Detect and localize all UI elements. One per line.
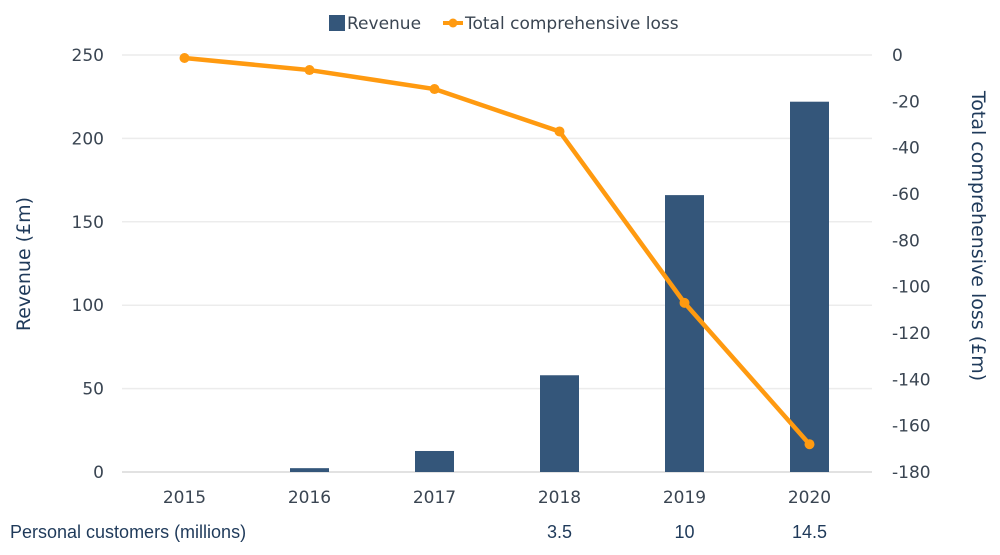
customers-value: 10 bbox=[674, 522, 695, 542]
right-tick-label: -100 bbox=[892, 278, 931, 298]
legend: Revenue Total comprehensive loss bbox=[329, 14, 679, 34]
revenue-bar bbox=[415, 450, 454, 472]
revenue-bar bbox=[540, 375, 579, 472]
right-tick-label: -20 bbox=[892, 92, 920, 112]
loss-point bbox=[179, 53, 190, 64]
right-tick-label: -40 bbox=[892, 139, 920, 159]
loss-point bbox=[429, 84, 440, 95]
left-tick-label: 200 bbox=[72, 129, 104, 149]
revenue-bars bbox=[290, 101, 829, 472]
x-tick-label: 2019 bbox=[663, 488, 706, 508]
left-axis-title: Revenue (£m) bbox=[13, 197, 35, 331]
right-tick-label: -180 bbox=[892, 463, 931, 483]
revenue-bar bbox=[790, 101, 829, 472]
customers-value: 3.5 bbox=[546, 522, 573, 542]
loss-point bbox=[554, 126, 565, 137]
right-tick-label: -80 bbox=[892, 231, 920, 251]
loss-line-path bbox=[182, 55, 812, 447]
right-tick-label: 0 bbox=[892, 46, 903, 66]
legend-revenue-swatch bbox=[329, 15, 345, 31]
customers-row-label: Personal customers (millions) bbox=[10, 522, 247, 542]
left-tick-label: 150 bbox=[72, 213, 104, 233]
loss-point bbox=[804, 439, 815, 450]
x-tick-label: 2017 bbox=[413, 488, 456, 508]
right-tick-label: -60 bbox=[892, 185, 920, 205]
left-tick-label: 100 bbox=[72, 296, 104, 316]
x-tick-label: 2020 bbox=[788, 488, 831, 508]
right-tick-label: -140 bbox=[892, 370, 931, 390]
legend-revenue-label: Revenue bbox=[347, 14, 421, 34]
left-tick-label: 0 bbox=[93, 463, 104, 483]
customers-value: 14.5 bbox=[791, 522, 828, 542]
x-tick-label: 2015 bbox=[163, 488, 206, 508]
x-tick-label: 2016 bbox=[288, 488, 331, 508]
revenue-bar bbox=[665, 195, 704, 472]
right-tick-label: -120 bbox=[892, 324, 931, 344]
revenue-bar bbox=[290, 468, 329, 472]
loss-point bbox=[679, 297, 690, 308]
left-tick-label: 250 bbox=[72, 46, 104, 66]
legend-loss-label: Total comprehensive loss bbox=[464, 14, 679, 34]
gridlines bbox=[122, 54, 872, 473]
left-tick-label: 50 bbox=[82, 380, 104, 400]
x-tick-label: 2018 bbox=[538, 488, 581, 508]
left-axis-ticks: 0 50 100 150 200 250 bbox=[72, 46, 104, 483]
loss-line bbox=[179, 53, 815, 450]
right-axis-ticks: 0 -20 -40 -60 -80 -100 -120 -140 -160 -180 bbox=[892, 46, 931, 483]
legend-loss-swatch-marker bbox=[448, 18, 458, 28]
right-tick-label: -160 bbox=[892, 417, 931, 437]
x-axis-ticks: 2015 2016 2017 2018 2019 2020 bbox=[163, 488, 831, 508]
loss-point bbox=[304, 65, 315, 76]
right-axis-title: Total comprehensive loss (£m) bbox=[967, 90, 989, 381]
